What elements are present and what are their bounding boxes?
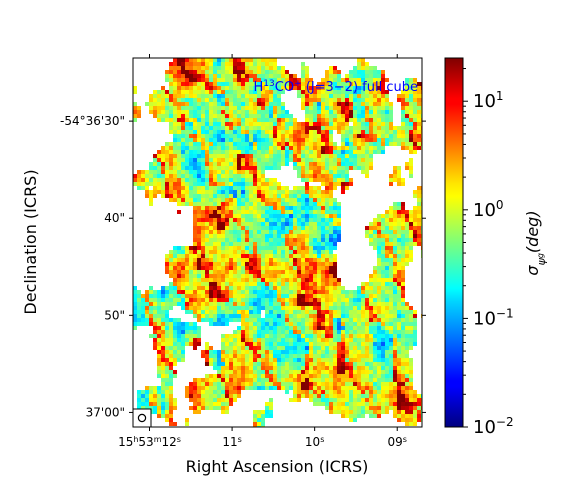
- colorbar-tick-label: 100: [473, 198, 504, 221]
- colorbar-tick-label: 101: [473, 89, 504, 112]
- colorbar-label: σψg(deg): [523, 210, 548, 275]
- x-tick-label: 09s: [388, 435, 407, 450]
- y-ticks: -54°36'30" 40" 50" 37'00": [60, 114, 426, 419]
- y-tick-label: -54°36'30": [60, 114, 125, 128]
- colorbar-tick-label: 10−2: [473, 415, 514, 438]
- beam-marker: [132, 408, 152, 428]
- x-axis-label: Right Ascension (ICRS): [186, 457, 369, 476]
- y-tick-label: 40": [104, 211, 125, 225]
- x-tick-label: 11s: [222, 435, 241, 450]
- colorbar-gradient: [445, 58, 463, 427]
- y-axis-label: Declination (ICRS): [21, 169, 40, 314]
- x-tick-label: 15h53m12s: [118, 435, 181, 450]
- x-tick-label: 10s: [305, 435, 324, 450]
- colorbar-ticks: 10−2 10−1 100 101: [463, 68, 514, 438]
- x-ticks: 15h53m12s 11s 10s 09s: [118, 54, 407, 449]
- y-tick-label: 37'00": [86, 405, 125, 419]
- heatmap-image: [133, 58, 422, 427]
- y-tick-label: 50": [104, 308, 125, 322]
- line-annotation: H13CO+ (J=3−2) full cube: [254, 79, 418, 95]
- plot-frame: [132, 57, 423, 428]
- colorbar-tick-label: 10−1: [473, 306, 514, 329]
- colorbar: 10−2 10−1 100 101 σψg(deg): [444, 57, 548, 438]
